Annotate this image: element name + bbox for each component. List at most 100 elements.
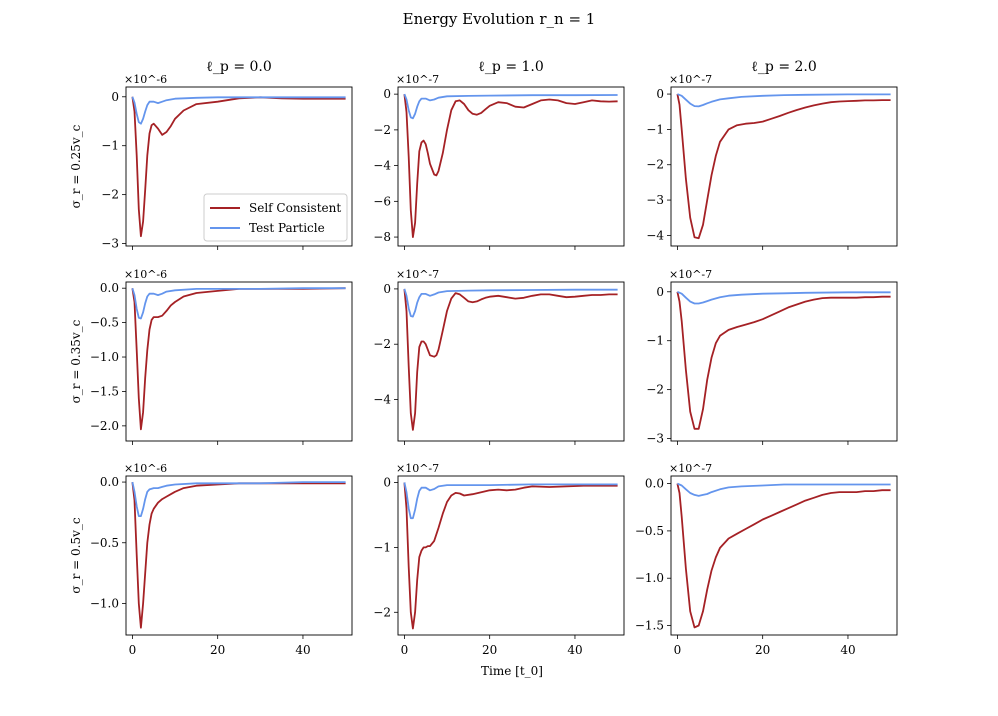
series-line-test-particle: [131, 287, 346, 320]
y-tick-label: 0.0: [100, 281, 119, 295]
y-tick-label: −3: [646, 193, 664, 207]
y-tick-label: 0: [383, 282, 391, 296]
series-line-self-consistent: [131, 481, 346, 629]
x-tick-label: 20: [755, 643, 770, 657]
y-tick-label: 0: [656, 285, 664, 299]
series-line-test-particle: [677, 482, 891, 497]
y-tick-label: −4: [646, 228, 664, 242]
y-tick-label: 0.0: [100, 475, 119, 489]
axes-frame: [670, 281, 898, 442]
y-offset-multiplier: ×10^-6: [124, 268, 167, 281]
y-offset-multiplier: ×10^-7: [669, 268, 712, 281]
panel-title: ℓ_p = 1.0: [478, 59, 544, 75]
y-tick-label: −1.0: [635, 571, 664, 585]
y-offset-multiplier: ×10^-7: [669, 462, 712, 475]
y-tick-label: 0: [111, 90, 119, 104]
series-line-test-particle: [403, 482, 618, 520]
x-tick-label: 0: [129, 643, 137, 657]
y-tick-label: −1: [101, 139, 119, 153]
y-offset-multiplier: ×10^-7: [669, 73, 712, 86]
panel-2-3: 0 −1 −2 −3 ×10^-7: [646, 268, 898, 446]
y-axis-label: σ_r = 0.25v_c: [69, 124, 83, 208]
series-line-self-consistent: [403, 482, 618, 630]
axes-frame: [125, 281, 353, 442]
panel-3-3: 0 20 40 0.0 −0.5 −1.0 −1.5 ×10^-7: [635, 462, 898, 657]
y-tick-label: −4: [373, 393, 391, 407]
legend: Self Consistent Test Particle: [203, 193, 348, 242]
panel-1-1: 0 −1 −2 −3 ×10^-6 ℓ_p = 0.0 σ_r = 0.25v_c: [69, 59, 353, 251]
y-tick-label: −2: [373, 605, 391, 619]
y-axis-label: σ_r = 0.5v_c: [69, 517, 83, 593]
axes-frame: [670, 475, 898, 636]
series-line-self-consistent: [403, 93, 618, 239]
y-tick-label: 0: [383, 87, 391, 101]
x-tick-label: 0: [401, 643, 409, 657]
y-tick-label: −2: [101, 188, 119, 202]
series-line-test-particle: [677, 93, 891, 108]
series-line-self-consistent: [676, 483, 891, 629]
axes-frame: [125, 475, 353, 636]
panel-title: ℓ_p = 0.0: [206, 59, 272, 75]
y-tick-label: −0.5: [90, 536, 119, 550]
y-tick-label: −1.0: [90, 596, 119, 610]
y-tick-label: −3: [646, 432, 664, 446]
panel-2-2: 0 −2 −4 ×10^-7: [373, 268, 625, 445]
y-tick-label: 0: [383, 475, 391, 489]
y-offset-multiplier: ×10^-7: [396, 462, 439, 475]
legend-label: Test Particle: [249, 221, 325, 235]
y-tick-label: −2.0: [90, 419, 119, 433]
axes-frame: [397, 475, 625, 636]
y-tick-label: 0: [656, 87, 664, 101]
series-line-test-particle: [131, 481, 346, 517]
panel-2-1: 0.0 −0.5 −1.0 −1.5 −2.0 ×10^-6 σ_r = 0.35v_c: [69, 268, 353, 445]
y-tick-label: −2: [373, 123, 391, 137]
series-line-self-consistent: [403, 288, 618, 431]
x-tick-label: 20: [210, 643, 225, 657]
axes-frame: [125, 86, 353, 247]
y-tick-label: −4: [373, 159, 391, 173]
y-tick-label: −0.5: [635, 524, 664, 538]
y-tick-label: −1.5: [90, 384, 119, 398]
y-tick-label: 0.0: [645, 477, 664, 491]
x-tick-label: 40: [295, 643, 310, 657]
x-tick-label: 0: [674, 643, 682, 657]
figure-title: Energy Evolution r_n = 1: [403, 10, 596, 28]
panel-3-1: 0 20 40 0.0 −0.5 −1.0 ×10^-6 σ_r = 0.5v_c: [69, 462, 353, 657]
y-tick-label: −8: [373, 230, 391, 244]
axes-frame: [397, 281, 625, 442]
x-tick-label: 40: [840, 643, 855, 657]
legend-label: Self Consistent: [249, 201, 341, 215]
y-tick-label: −1.5: [635, 619, 664, 633]
x-tick-label: 20: [482, 643, 497, 657]
y-offset-multiplier: ×10^-6: [124, 462, 167, 475]
y-tick-label: −6: [373, 194, 391, 208]
y-offset-multiplier: ×10^-6: [124, 73, 167, 86]
y-tick-label: −2: [373, 337, 391, 351]
y-offset-multiplier: ×10^-7: [396, 73, 439, 86]
axes-frame: [397, 86, 625, 247]
series-line-test-particle: [131, 96, 346, 125]
y-tick-label: −0.5: [90, 316, 119, 330]
y-axis-label: σ_r = 0.35v_c: [69, 319, 83, 403]
series-line-self-consistent: [676, 93, 891, 240]
y-tick-label: −1: [646, 334, 664, 348]
x-tick-label: 40: [567, 643, 582, 657]
x-axis-label: Time [t_0]: [481, 664, 543, 678]
series-line-test-particle: [677, 290, 891, 305]
series-line-test-particle: [403, 288, 618, 318]
y-tick-label: −2: [646, 158, 664, 172]
series-line-self-consistent: [676, 291, 891, 430]
subplot-grid: 0 −1 −2 −3 ×10^-6 ℓ_p = 0.0 σ_r = 0.25v_c 0 −2 −4…: [69, 59, 898, 657]
series-line-self-consistent: [131, 287, 346, 431]
series-line-test-particle: [403, 93, 618, 120]
panel-title: ℓ_p = 2.0: [751, 59, 817, 75]
y-tick-label: −3: [101, 237, 119, 251]
legend-box: [203, 193, 348, 242]
panel-1-3: 0 −1 −2 −3 −4 ×10^-7 ℓ_p = 2.0: [646, 59, 898, 250]
y-tick-label: −1.0: [90, 350, 119, 364]
y-tick-label: −1: [646, 122, 664, 136]
panel-1-2: 0 −2 −4 −6 −8 ×10^-7 ℓ_p = 1.0: [373, 59, 625, 250]
y-tick-label: −1: [373, 540, 391, 554]
y-offset-multiplier: ×10^-7: [396, 268, 439, 281]
